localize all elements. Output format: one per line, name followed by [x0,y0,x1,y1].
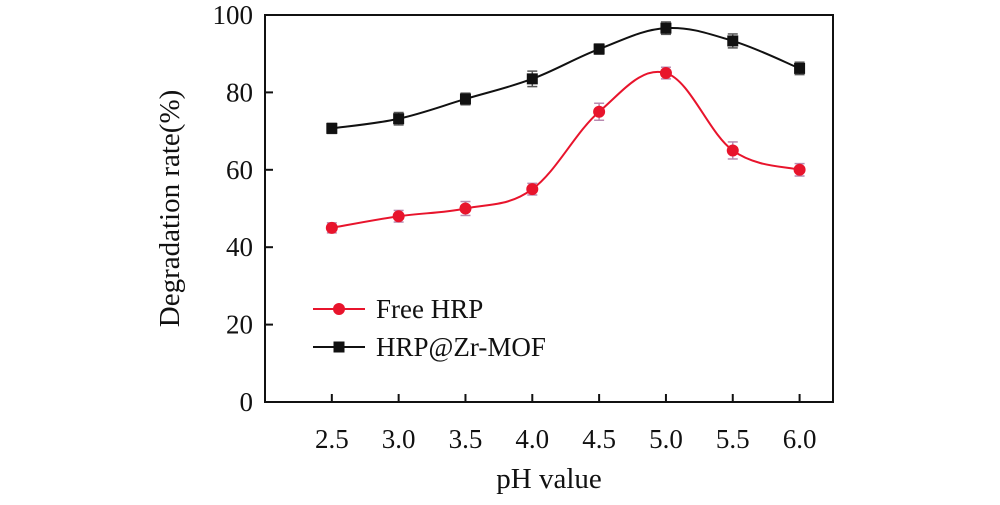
data-point [326,122,338,134]
y-tick-label: 20 [226,310,253,340]
data-point [660,22,672,34]
data-point [727,35,739,47]
x-tick-label: 5.0 [649,424,683,454]
data-point [794,62,806,74]
x-tick-label: 5.5 [716,424,750,454]
axes: 2.5 3.0 3.5 4.0 4.5 5.0 5.5 6.0 0 20 40 60 80 100 [213,0,834,454]
x-axis-title: pH value [496,463,602,495]
data-point [593,105,606,118]
error-bars [326,21,805,234]
y-tick-label: 60 [226,155,253,185]
series-line-0 [331,70,800,229]
legend-marker [333,341,345,353]
legend-label: HRP@Zr-MOF [376,332,546,362]
series-line-1 [331,26,800,130]
series-lines [331,26,800,229]
legend-label: Free HRP [376,294,483,324]
x-tick-label: 2.5 [315,424,349,454]
x-tick-label: 6.0 [783,424,817,454]
data-point [726,144,739,157]
y-tick-label: 100 [213,0,254,30]
legend-marker [333,303,345,315]
plot-frame [264,14,834,403]
data-point [526,73,538,85]
y-tick-label: 0 [240,387,254,417]
y-tick-label: 40 [226,232,253,262]
series-markers [325,22,806,234]
x-tick-label: 4.5 [582,424,616,454]
x-tick-label: 3.0 [382,424,416,454]
x-tick-label: 3.5 [449,424,483,454]
x-tick-label: 4.0 [515,424,549,454]
data-point [459,93,471,105]
y-axis-title: Degradation rate(%) [154,90,186,328]
data-point [659,67,672,80]
y-tick-label: 80 [226,77,253,107]
data-point [325,221,338,234]
data-point [393,113,405,125]
legend: Free HRP HRP@Zr-MOF [313,294,546,362]
data-point [593,43,605,55]
data-point [526,183,539,196]
data-point [392,210,405,223]
data-point [459,202,472,215]
data-point [793,163,806,176]
